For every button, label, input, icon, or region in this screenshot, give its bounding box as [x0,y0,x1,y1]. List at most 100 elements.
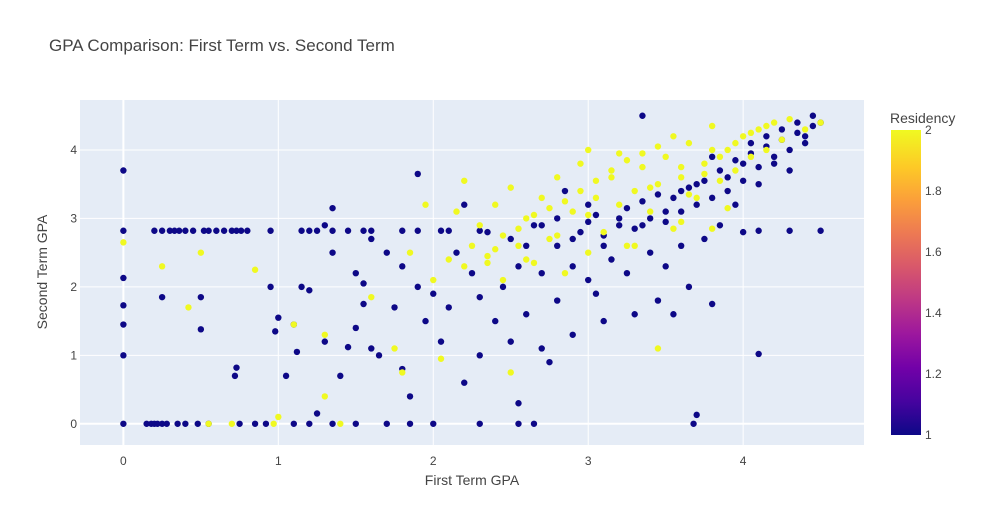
scatter-point-residency-2 [185,304,192,311]
scatter-point-residency-1 [507,338,514,345]
scatter-point-residency-1 [430,290,437,297]
scatter-point-residency-1 [298,227,305,234]
scatter-point-residency-1 [233,227,240,234]
scatter-point-residency-2 [453,208,460,215]
scatter-point-residency-1 [228,227,236,234]
scatter-point-residency-1 [690,420,697,427]
scatter-point-residency-2 [561,198,569,205]
scatter-point-residency-1 [801,133,809,140]
scatter-point-residency-1 [608,256,615,263]
scatter-point-residency-1 [163,420,170,427]
scatter-point-residency-2 [422,201,429,208]
scatter-point-residency-2 [406,249,414,256]
scatter-point-residency-2 [499,276,507,284]
scatter-point-residency-1 [237,227,245,234]
scatter-point-residency-2 [786,115,793,123]
scatter-point-residency-1 [453,249,460,256]
scatter-point-residency-1 [233,364,240,371]
scatter-point-residency-1 [569,263,576,270]
scatter-point-residency-1 [530,420,538,427]
scatter-point-residency-2 [654,345,662,352]
scatter-point-residency-1 [337,372,344,380]
chart-title: GPA Comparison: First Term vs. Second Te… [49,36,395,55]
x-axis-title: First Term GPA [425,472,520,488]
scatter-point-residency-1 [747,139,755,147]
scatter-point-residency-1 [623,269,631,277]
data-points [120,112,824,427]
scatter-point-residency-1 [538,345,545,352]
scatter-point-residency-2 [778,136,786,143]
scatter-point-residency-1 [360,300,367,308]
scatter-point-residency-2 [677,163,685,171]
scatter-point-residency-2 [817,119,824,126]
scatter-point-residency-1 [708,194,716,202]
y-tick-label: 2 [70,280,77,294]
scatter-point-residency-2 [608,167,615,174]
scatter-point-residency-2 [546,235,553,243]
scatter-point-residency-1 [205,227,212,234]
scatter-point-residency-1 [507,235,514,243]
scatter-point-residency-2 [368,293,375,301]
scatter-point-residency-1 [251,420,259,427]
scatter-point-residency-1 [569,331,576,338]
scatter-point-residency-1 [414,227,421,234]
scatter-point-residency-1 [708,153,716,161]
scatter-point-residency-1 [272,328,279,335]
scatter-point-residency-2 [592,177,600,184]
scatter-point-residency-1 [352,269,359,277]
scatter-point-residency-1 [693,201,700,208]
scatter-point-residency-1 [406,393,414,400]
scatter-point-residency-1 [476,293,483,301]
scatter-point-residency-2 [120,239,127,246]
scatter-point-residency-2 [515,242,522,250]
scatter-point-residency-2 [205,420,212,427]
scatter-point-residency-2 [530,259,538,267]
scatter-point-residency-1 [600,242,607,250]
scatter-point-residency-1 [383,249,390,256]
scatter-point-residency-1 [600,317,607,325]
scatter-point-residency-2 [747,129,755,137]
scatter-point-residency-1 [158,420,166,427]
scatter-point-residency-1 [732,201,739,208]
scatter-point-residency-2 [461,263,468,270]
scatter-point-residency-1 [755,163,762,171]
scatter-point-residency-2 [639,150,646,157]
scatter-point-residency-1 [677,242,685,250]
scatter-point-residency-1 [476,352,483,359]
scatter-point-residency-1 [120,227,127,234]
scatter-point-residency-2 [430,276,437,284]
scatter-point-residency-1 [422,317,429,325]
scatter-point-residency-1 [817,227,824,234]
scatter-point-residency-1 [231,372,239,380]
scatter-point-residency-1 [809,112,817,119]
scatter-point-residency-1 [724,187,731,195]
scatter-point-residency-1 [298,283,305,291]
scatter-point-residency-2 [321,331,329,338]
scatter-point-residency-2 [685,191,693,198]
scatter-point-residency-2 [577,187,584,195]
scatter-point-residency-1 [708,300,716,308]
scatter-point-residency-1 [175,227,183,234]
x-tick-label: 2 [430,454,437,468]
scatter-point-residency-1 [739,160,747,167]
scatter-point-residency-2 [763,122,770,130]
scatter-point-residency-2 [197,249,205,256]
scatter-point-residency-1 [546,358,553,366]
scatter-point-residency-1 [670,194,677,202]
scatter-point-residency-1 [293,348,301,356]
scatter-point-residency-1 [344,343,352,351]
scatter-point-residency-1 [313,227,321,234]
scatter-point-residency-1 [716,167,724,174]
scatter-point-residency-1 [200,227,208,234]
scatter-point-residency-1 [375,352,383,359]
scatter-point-residency-1 [151,227,158,234]
scatter-point-residency-1 [654,297,662,304]
scatter-point-residency-1 [670,311,677,318]
scatter-point-residency-1 [685,283,693,291]
scatter-point-residency-1 [492,317,499,325]
scatter-point-residency-2 [708,146,716,154]
scatter-point-residency-1 [182,420,189,427]
scatter-point-residency-1 [143,420,150,427]
scatter-point-residency-1 [739,228,747,236]
scatter-point-residency-1 [554,297,561,304]
